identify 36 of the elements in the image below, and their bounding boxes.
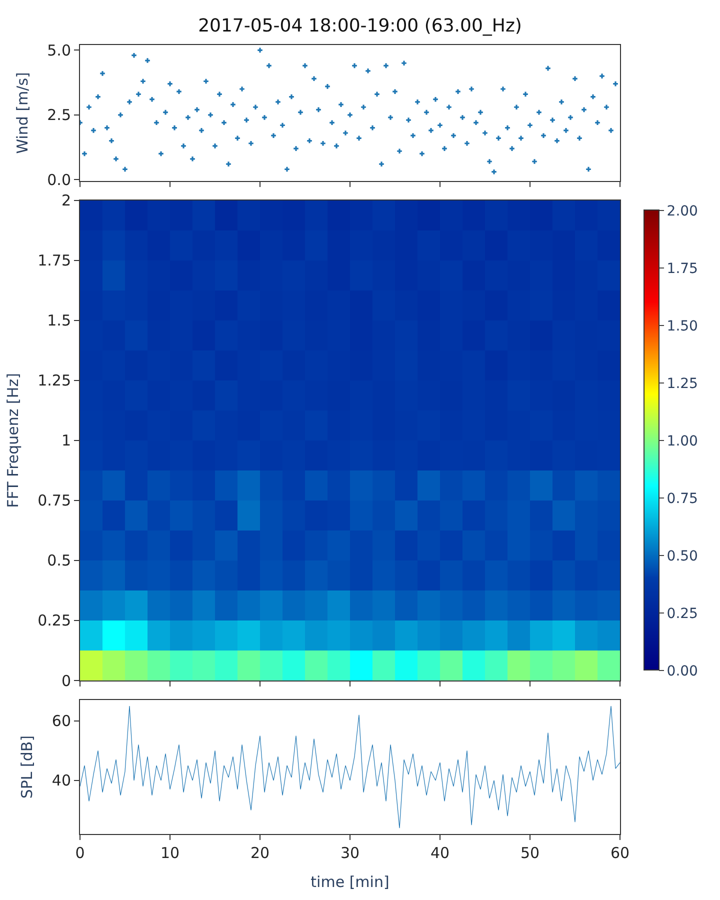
x-tick-label: 0 [75,844,85,862]
color-bar-label: 2.00 [666,203,698,220]
x-tick-label: 10 [160,844,180,862]
y-tick-label: 1 [61,432,71,450]
x-tick-label: 60 [610,844,630,862]
y-tick-label: 0.75 [38,492,71,510]
y-tick-label: 5.0 [47,41,71,60]
y-tick-label: 40 [52,772,71,790]
x-axis-title: time [min] [310,873,390,891]
y-tick-label: 0 [61,672,71,690]
color-bar-label: 1.75 [666,260,698,277]
y-tick-label: 0.5 [47,552,71,570]
color-bar-label: 0.25 [666,606,698,622]
y-tick-label: 2.5 [47,106,71,124]
color-bar-label: 0.00 [666,663,698,680]
chart-title: 2017-05-04 18:00-19:00 (63.00_Hz) [198,15,522,36]
y-axis-title: FFT Frequenz [Hz] [4,373,22,508]
x-tick-label: 20 [250,844,270,862]
y-tick-label: 1.5 [47,312,71,330]
x-tick-label: 50 [520,844,540,862]
y-tick-label: 1.25 [38,372,71,390]
y-axis-title: SPL [dB] [18,735,36,799]
color-bar-label: 1.25 [666,376,698,392]
color-bar-label: 0.50 [666,548,698,564]
y-tick-label: 2 [61,192,71,210]
color-bar-label: 1.00 [666,433,698,450]
x-tick-label: 30 [340,844,360,862]
color-bar-label: 1.50 [666,318,698,334]
y-tick-label: 0.0 [47,170,71,189]
x-tick-label: 40 [430,844,450,862]
y-tick-label: 1.75 [38,252,71,270]
y-tick-label: 60 [52,712,71,730]
y-axis-title: Wind [m/s] [13,72,32,154]
line-series [80,706,620,828]
y-tick-label: 0.25 [38,612,71,630]
color-bar-label: 0.75 [666,490,698,507]
